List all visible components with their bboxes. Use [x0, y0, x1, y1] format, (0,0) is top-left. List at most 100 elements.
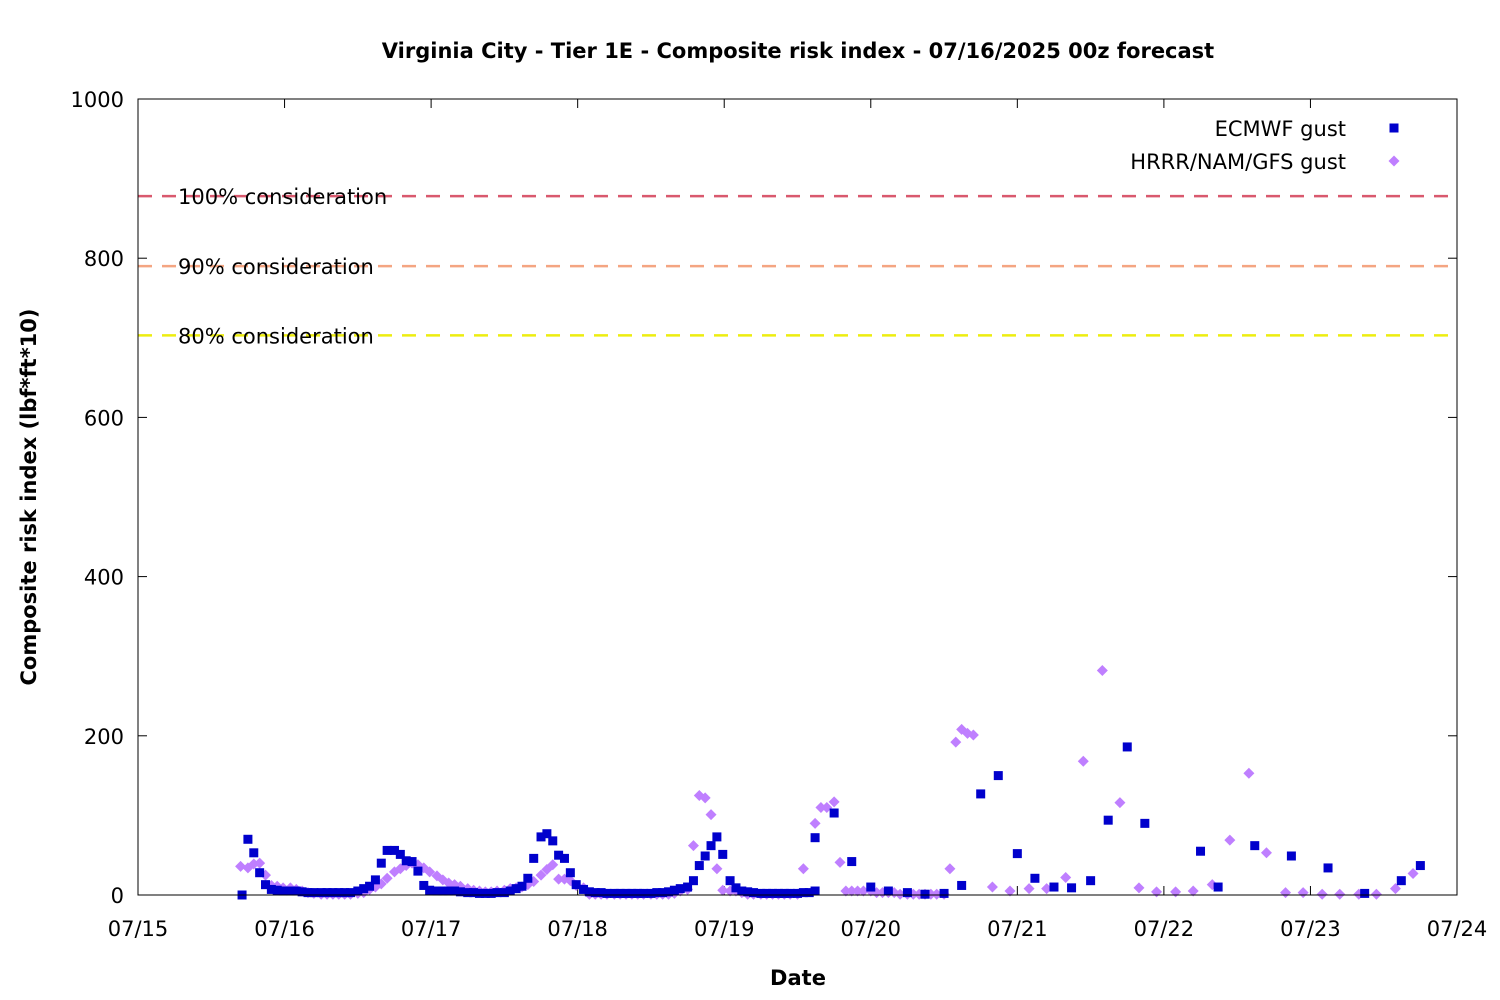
ecmwf-point: [419, 880, 429, 890]
ecmwf-point: [658, 888, 668, 898]
ecmwf-point: [762, 888, 772, 898]
ecmwf-point: [395, 849, 405, 859]
ecmwf-point: [743, 887, 753, 897]
ecmwf-point: [584, 887, 594, 897]
ecmwf-point: [1196, 846, 1206, 856]
x-tick-label: 07/15: [108, 917, 169, 941]
ecmwf-point: [353, 886, 363, 896]
ecmwf-point: [359, 884, 369, 894]
hrrr-point: [1114, 797, 1126, 809]
x-tick-label: 07/16: [254, 917, 315, 941]
ecmwf-point: [536, 832, 546, 842]
hrrr-point: [1243, 767, 1255, 779]
ecmwf-point: [469, 888, 479, 898]
ecmwf-point: [517, 881, 527, 891]
ecmwf-point: [474, 888, 484, 898]
ecmwf-point: [309, 888, 319, 898]
hrrr-point: [1004, 885, 1016, 897]
ecmwf-point: [773, 888, 783, 898]
ecmwf-point: [993, 771, 1003, 781]
ecmwf-point: [285, 886, 295, 896]
data-points: [235, 665, 1425, 900]
hrrr-point: [815, 801, 827, 813]
ecmwf-point: [639, 888, 649, 898]
ecmwf-point: [1250, 841, 1260, 851]
ecmwf-point: [810, 886, 820, 896]
y-axis-label: Composite risk index (lbf*ft*10): [17, 308, 41, 685]
ecmwf-point: [920, 889, 930, 899]
legend-marker: [1388, 155, 1400, 167]
hrrr-point: [857, 885, 869, 897]
ecmwf-point: [480, 888, 490, 898]
hrrr-point: [1096, 665, 1108, 677]
hrrr-point: [1133, 882, 1145, 894]
ecmwf-point: [1323, 863, 1333, 873]
ecmwf-point: [278, 886, 288, 896]
ecmwf-point: [902, 888, 912, 898]
ecmwf-point: [346, 888, 356, 898]
ecmwf-point: [615, 888, 625, 898]
ecmwf-point: [768, 888, 778, 898]
ecmwf-point: [725, 876, 735, 886]
hrrr-point: [1077, 755, 1089, 767]
ecmwf-point: [847, 857, 857, 867]
ecmwf-point: [590, 888, 600, 898]
hrrr-point: [1060, 871, 1072, 883]
ecmwf-point: [382, 845, 392, 855]
hrrr-point: [424, 866, 436, 878]
ecmwf-point: [328, 888, 338, 898]
ecmwf-point: [322, 888, 332, 898]
ecmwf-point: [249, 848, 259, 858]
ecmwf-point: [455, 887, 465, 897]
ecmwf-point: [1030, 873, 1040, 883]
legend-label: ECMWF gust: [1215, 117, 1346, 141]
y-tick-label: 200: [84, 725, 124, 749]
ecmwf-point: [706, 841, 716, 851]
hrrr-point: [699, 792, 711, 804]
ecmwf-point: [1415, 861, 1425, 871]
ecmwf-point: [389, 845, 399, 855]
ecmwf-point: [255, 868, 265, 878]
ecmwf-point: [700, 851, 710, 861]
y-tick-label: 0: [111, 884, 124, 908]
ecmwf-point: [542, 829, 552, 839]
ecmwf-point: [779, 888, 789, 898]
ecmwf-point: [683, 882, 693, 892]
hrrr-point: [828, 796, 840, 808]
ecmwf-point: [432, 886, 442, 896]
ecmwf-point: [646, 888, 656, 898]
ecmwf-point: [529, 853, 539, 863]
hrrr-point: [381, 872, 393, 884]
hrrr-point: [894, 888, 906, 900]
ecmwf-point: [511, 884, 521, 894]
x-tick-label: 07/20: [841, 917, 902, 941]
hrrr-point: [1041, 883, 1053, 895]
ecmwf-point: [883, 886, 893, 896]
hrrr-point: [1389, 883, 1401, 895]
hrrr-point: [797, 863, 809, 875]
ecmwf-point: [272, 885, 282, 895]
ecmwf-point: [866, 882, 876, 892]
ecmwf-point: [407, 857, 417, 867]
ecmwf-point: [609, 888, 619, 898]
hrrr-point: [248, 858, 260, 870]
ecmwf-point: [939, 888, 949, 898]
ecmwf-point: [798, 888, 808, 898]
ecmwf-point: [1140, 818, 1150, 828]
ecmwf-point: [376, 858, 386, 868]
ecmwf-point: [1122, 742, 1132, 752]
x-tick-label: 07/21: [987, 917, 1048, 941]
ecmwf-point: [565, 868, 575, 878]
ecmwf-point: [1086, 876, 1096, 886]
ecmwf-point: [579, 884, 589, 894]
hrrr-point: [809, 817, 821, 829]
hrrr-point: [950, 736, 962, 748]
hrrr-point: [711, 863, 723, 875]
x-tick-label: 07/23: [1280, 917, 1341, 941]
hrrr-point: [547, 859, 559, 871]
ecmwf-point: [548, 836, 558, 846]
hrrr-point: [821, 801, 833, 813]
hrrr-point: [1334, 888, 1346, 900]
ecmwf-point: [621, 888, 631, 898]
